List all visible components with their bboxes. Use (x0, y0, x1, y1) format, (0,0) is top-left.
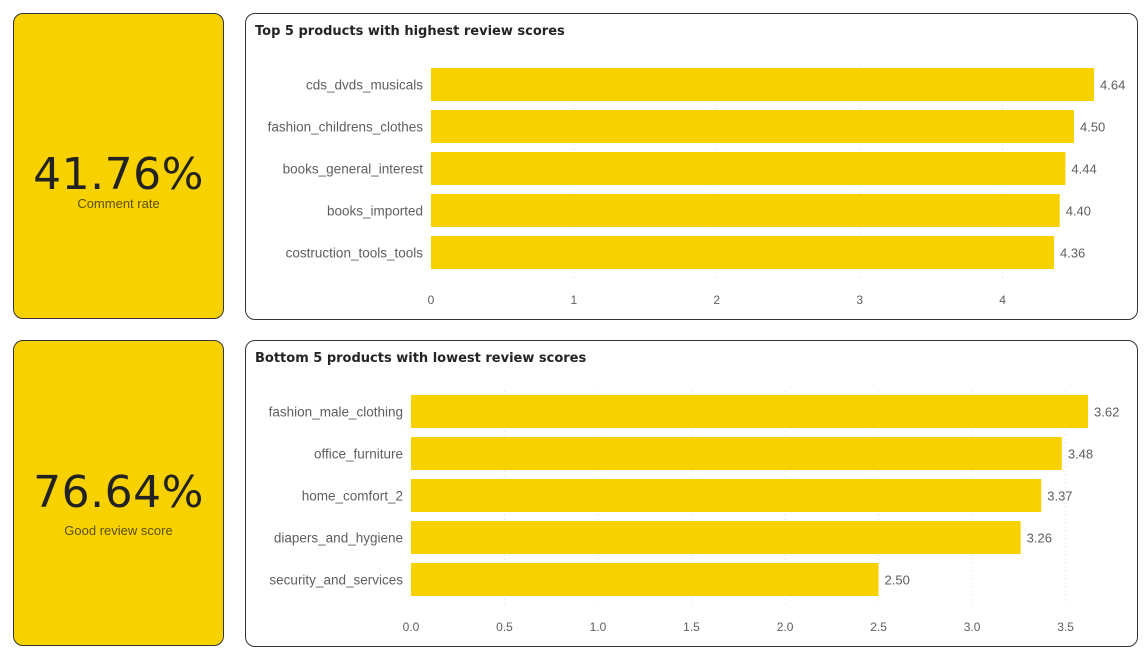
x-tick-label: 2 (713, 293, 720, 307)
bar (411, 437, 1062, 470)
x-tick-label: 1.0 (590, 620, 607, 634)
category-label: fashion_childrens_clothes (268, 120, 424, 135)
category-label: books_imported (327, 204, 423, 219)
x-tick-label: 1 (571, 293, 578, 307)
bar (411, 521, 1021, 554)
data-label: 3.48 (1068, 447, 1093, 462)
x-tick-label: 0 (428, 293, 435, 307)
category-label: home_comfort_2 (302, 489, 403, 504)
category-label: fashion_male_clothing (269, 405, 403, 420)
chart-card-top-products: Top 5 products with highest review score… (245, 13, 1138, 320)
x-tick-label: 3.0 (964, 620, 981, 634)
kpi-card-good-review-score: 76.64% Good review score (13, 340, 224, 646)
category-label: books_general_interest (283, 162, 424, 177)
bar (431, 110, 1074, 143)
x-tick-label: 3 (856, 293, 863, 307)
bar (431, 236, 1054, 269)
category-label: cds_dvds_musicals (306, 78, 423, 93)
x-tick-label: 1.5 (683, 620, 700, 634)
data-label: 3.26 (1027, 531, 1052, 546)
data-label: 2.50 (885, 573, 910, 588)
kpi-label: Comment rate (77, 196, 160, 211)
category-label: diapers_and_hygiene (274, 531, 403, 546)
kpi-value: 76.64% (33, 467, 204, 518)
bar (431, 194, 1060, 227)
category-label: security_and_services (269, 573, 403, 588)
kpi-label: Good review score (64, 523, 173, 538)
chart-card-bottom-products: Bottom 5 products with lowest review sco… (245, 340, 1138, 647)
data-label: 4.50 (1080, 120, 1105, 135)
bar (411, 479, 1042, 512)
x-tick-label: 4 (999, 293, 1006, 307)
category-label: costruction_tools_tools (286, 246, 424, 261)
kpi-card-comment-rate: 41.76% Comment rate (13, 13, 224, 319)
data-label: 4.40 (1066, 204, 1091, 219)
x-tick-label: 2.0 (777, 620, 794, 634)
data-label: 4.44 (1071, 162, 1096, 177)
top-products-bar-chart: 0 1 2 3 4 cds_dvds_musicals 4.64 fashion_childr… (268, 64, 1125, 307)
bar (431, 68, 1094, 101)
bar (431, 152, 1066, 185)
kpi-value: 41.76% (33, 149, 204, 200)
x-tick-label: 2.5 (870, 620, 887, 634)
bar (411, 395, 1088, 428)
x-tick-label: 3.5 (1057, 620, 1074, 634)
x-tick-label: 0.5 (496, 620, 513, 634)
bar (411, 563, 879, 596)
x-tick-label: 0.0 (403, 620, 420, 634)
data-label: 3.37 (1047, 489, 1072, 504)
data-label: 3.62 (1094, 405, 1119, 420)
data-label: 4.36 (1060, 246, 1085, 261)
bottom-products-bar-chart: 0.0 0.5 1.0 1.5 2.0 2.5 3.0 3.5 fashion_male_clo… (269, 391, 1119, 634)
chart-title: Top 5 products with highest review score… (255, 24, 565, 39)
data-label: 4.64 (1100, 78, 1125, 93)
category-label: office_furniture (314, 447, 403, 462)
chart-title: Bottom 5 products with lowest review sco… (255, 351, 587, 366)
